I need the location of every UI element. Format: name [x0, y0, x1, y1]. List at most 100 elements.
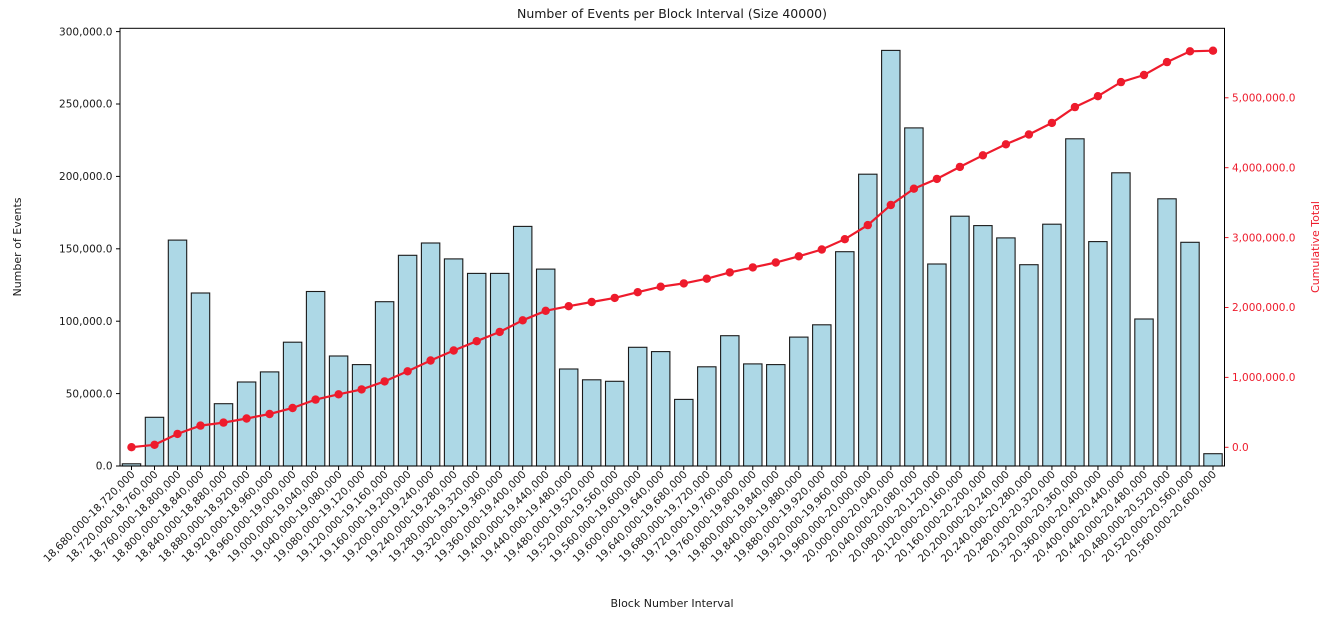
- cumulative-point: [886, 200, 895, 210]
- bar: [1180, 241, 1200, 467]
- cumulative-point: [127, 443, 136, 452]
- cumulative-point: [403, 367, 412, 376]
- cumulative-point: [311, 395, 320, 404]
- left-tick-label: 150,000.0: [59, 244, 112, 256]
- bar: [720, 335, 740, 467]
- cumulative-point: [978, 151, 988, 160]
- cumulative-point: [955, 162, 965, 172]
- cumulative-point: [357, 385, 366, 394]
- bar: [927, 263, 947, 467]
- bar: [443, 258, 464, 467]
- cumulative-point: [679, 279, 688, 288]
- bar: [190, 292, 211, 467]
- left-tick-label: 100,000.0: [59, 316, 112, 328]
- cumulative-point: [840, 235, 849, 244]
- bar: [858, 173, 878, 467]
- cumulative-point: [472, 337, 481, 346]
- cumulative-point: [1047, 118, 1057, 128]
- bar: [996, 237, 1016, 467]
- axes-spines: [119, 27, 1225, 467]
- cumulative-point: [863, 220, 872, 230]
- bar: [743, 363, 763, 467]
- cumulative-point: [909, 184, 919, 193]
- cumulative-point: [1116, 77, 1126, 87]
- left-tick-label: 300,000.0: [59, 26, 112, 38]
- left-tick-label: 250,000.0: [59, 99, 112, 111]
- cumulative-point: [1093, 92, 1103, 101]
- bar: [558, 368, 579, 467]
- right-tick-label: 5,000,000.0: [1232, 92, 1295, 104]
- cumulative-point: [932, 174, 942, 184]
- right-tick-label: 3,000,000.0: [1232, 232, 1295, 244]
- cumulative-point: [656, 282, 665, 291]
- cumulative-point: [1208, 46, 1218, 55]
- cumulative-point: [1070, 102, 1080, 112]
- cumulative-point: [1185, 47, 1195, 56]
- bar: [581, 379, 602, 467]
- bar: [650, 351, 671, 467]
- cumulative-point: [242, 414, 251, 423]
- plot-area: 0.0 50,000.0 100,000.0 150,000.0 200,000.0 25…: [41, 26, 1295, 565]
- cumulative-point: [771, 258, 780, 267]
- bar: [789, 336, 809, 467]
- cumulative-point: [1001, 140, 1011, 149]
- cumulative-point: [633, 288, 642, 297]
- bar: [881, 49, 901, 467]
- bar: [1042, 223, 1062, 467]
- bar: [351, 364, 372, 467]
- cumulative-point: [518, 316, 527, 325]
- cumulative-point: [748, 263, 757, 272]
- cumulative-point: [702, 274, 711, 283]
- cumulative-point: [150, 440, 159, 449]
- bar: [397, 254, 418, 467]
- right-tick-label: 1,000,000.0: [1232, 372, 1295, 384]
- cumulative-point: [334, 390, 343, 399]
- bar: [259, 371, 280, 467]
- cumulative-point: [564, 302, 573, 311]
- cumulative-point: [1024, 130, 1034, 139]
- right-tick-label: 2,000,000.0: [1232, 302, 1295, 314]
- bar: [466, 272, 487, 467]
- cumulative-point: [817, 245, 826, 254]
- bar: [1203, 453, 1223, 467]
- cumulative-point: [288, 403, 297, 413]
- bar: [1088, 241, 1108, 467]
- bar: [512, 225, 533, 467]
- bar: [627, 346, 648, 467]
- cumulative-point: [794, 252, 803, 261]
- y-axis-label-left: Number of Events: [11, 197, 24, 296]
- bar: [697, 366, 717, 467]
- left-tick-label: 200,000.0: [59, 171, 112, 183]
- bar: [1134, 318, 1154, 467]
- bar: [604, 380, 625, 467]
- bar: [420, 242, 441, 467]
- cumulative-point: [449, 346, 458, 355]
- bar: [674, 398, 694, 467]
- bar: [904, 127, 924, 467]
- x-axis-label: Block Number Interval: [610, 597, 733, 610]
- right-tick-label: 4,000,000.0: [1232, 162, 1295, 174]
- cumulative-point: [610, 293, 619, 303]
- bar: [1157, 198, 1177, 467]
- bar: [213, 403, 234, 467]
- cumulative-point: [173, 429, 182, 439]
- right-tick-label: 0.0: [1232, 442, 1249, 454]
- bar: [1019, 264, 1039, 467]
- bar: [1111, 172, 1131, 467]
- cumulative-point: [495, 327, 504, 337]
- cumulative-point: [1139, 70, 1149, 80]
- bar: [489, 272, 510, 467]
- cumulative-point: [380, 377, 389, 386]
- cumulative-point: [426, 356, 435, 365]
- cumulative-point: [725, 268, 734, 277]
- left-tick-label: 50,000.0: [66, 388, 113, 400]
- cumulative-point: [587, 297, 596, 307]
- bar: [305, 290, 326, 467]
- bar: [835, 251, 855, 467]
- cumulative-point: [196, 421, 205, 430]
- cumulative-point: [219, 418, 228, 427]
- bar: [766, 364, 786, 467]
- y-axis-label-right: Cumulative Total: [1309, 201, 1322, 293]
